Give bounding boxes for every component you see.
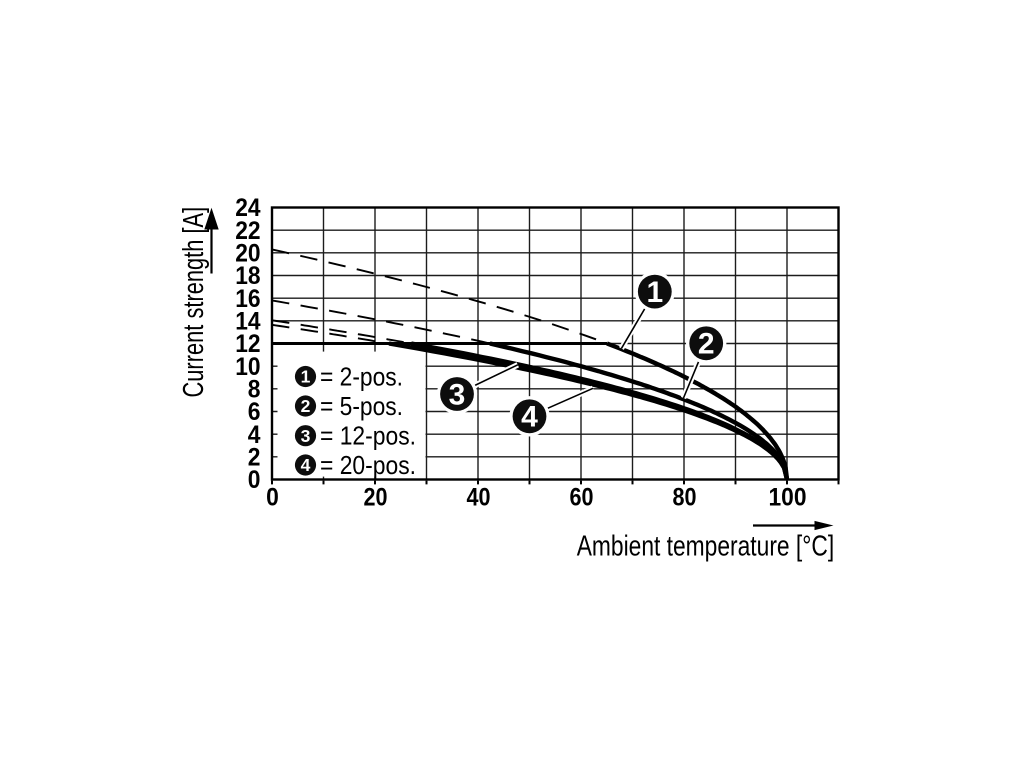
svg-text:14: 14 <box>235 307 260 335</box>
svg-text:6: 6 <box>248 398 261 426</box>
svg-text:10: 10 <box>235 353 260 381</box>
svg-text:2: 2 <box>698 328 715 361</box>
svg-text:16: 16 <box>235 285 260 313</box>
svg-text:22: 22 <box>235 217 260 245</box>
svg-text:2: 2 <box>248 443 261 471</box>
svg-text:12: 12 <box>235 330 260 358</box>
svg-text:8: 8 <box>248 375 261 403</box>
svg-text:100: 100 <box>769 483 807 511</box>
svg-text:4: 4 <box>301 455 311 475</box>
svg-text:60: 60 <box>570 483 594 511</box>
svg-text:Ambient temperature [°C]: Ambient temperature [°C] <box>577 530 835 562</box>
svg-text:= 20-pos.: = 20-pos. <box>320 450 416 480</box>
svg-text:20: 20 <box>235 239 260 267</box>
svg-text:0: 0 <box>266 483 279 511</box>
svg-text:18: 18 <box>235 262 260 290</box>
svg-text:4: 4 <box>248 421 261 449</box>
svg-text:3: 3 <box>301 426 311 446</box>
svg-text:1: 1 <box>646 276 663 309</box>
svg-text:20: 20 <box>364 483 388 511</box>
svg-text:= 5-pos.: = 5-pos. <box>320 391 403 421</box>
svg-text:4: 4 <box>521 401 538 434</box>
svg-text:24: 24 <box>235 194 260 222</box>
svg-text:Current strength [A]: Current strength [A] <box>178 207 210 398</box>
svg-text:80: 80 <box>673 483 697 511</box>
svg-text:3: 3 <box>449 378 466 411</box>
svg-text:1: 1 <box>301 367 311 387</box>
svg-text:0: 0 <box>248 466 261 494</box>
svg-text:= 12-pos.: = 12-pos. <box>320 421 416 451</box>
svg-text:2: 2 <box>301 396 311 416</box>
svg-text:= 2-pos.: = 2-pos. <box>320 361 403 391</box>
svg-text:40: 40 <box>467 483 491 511</box>
